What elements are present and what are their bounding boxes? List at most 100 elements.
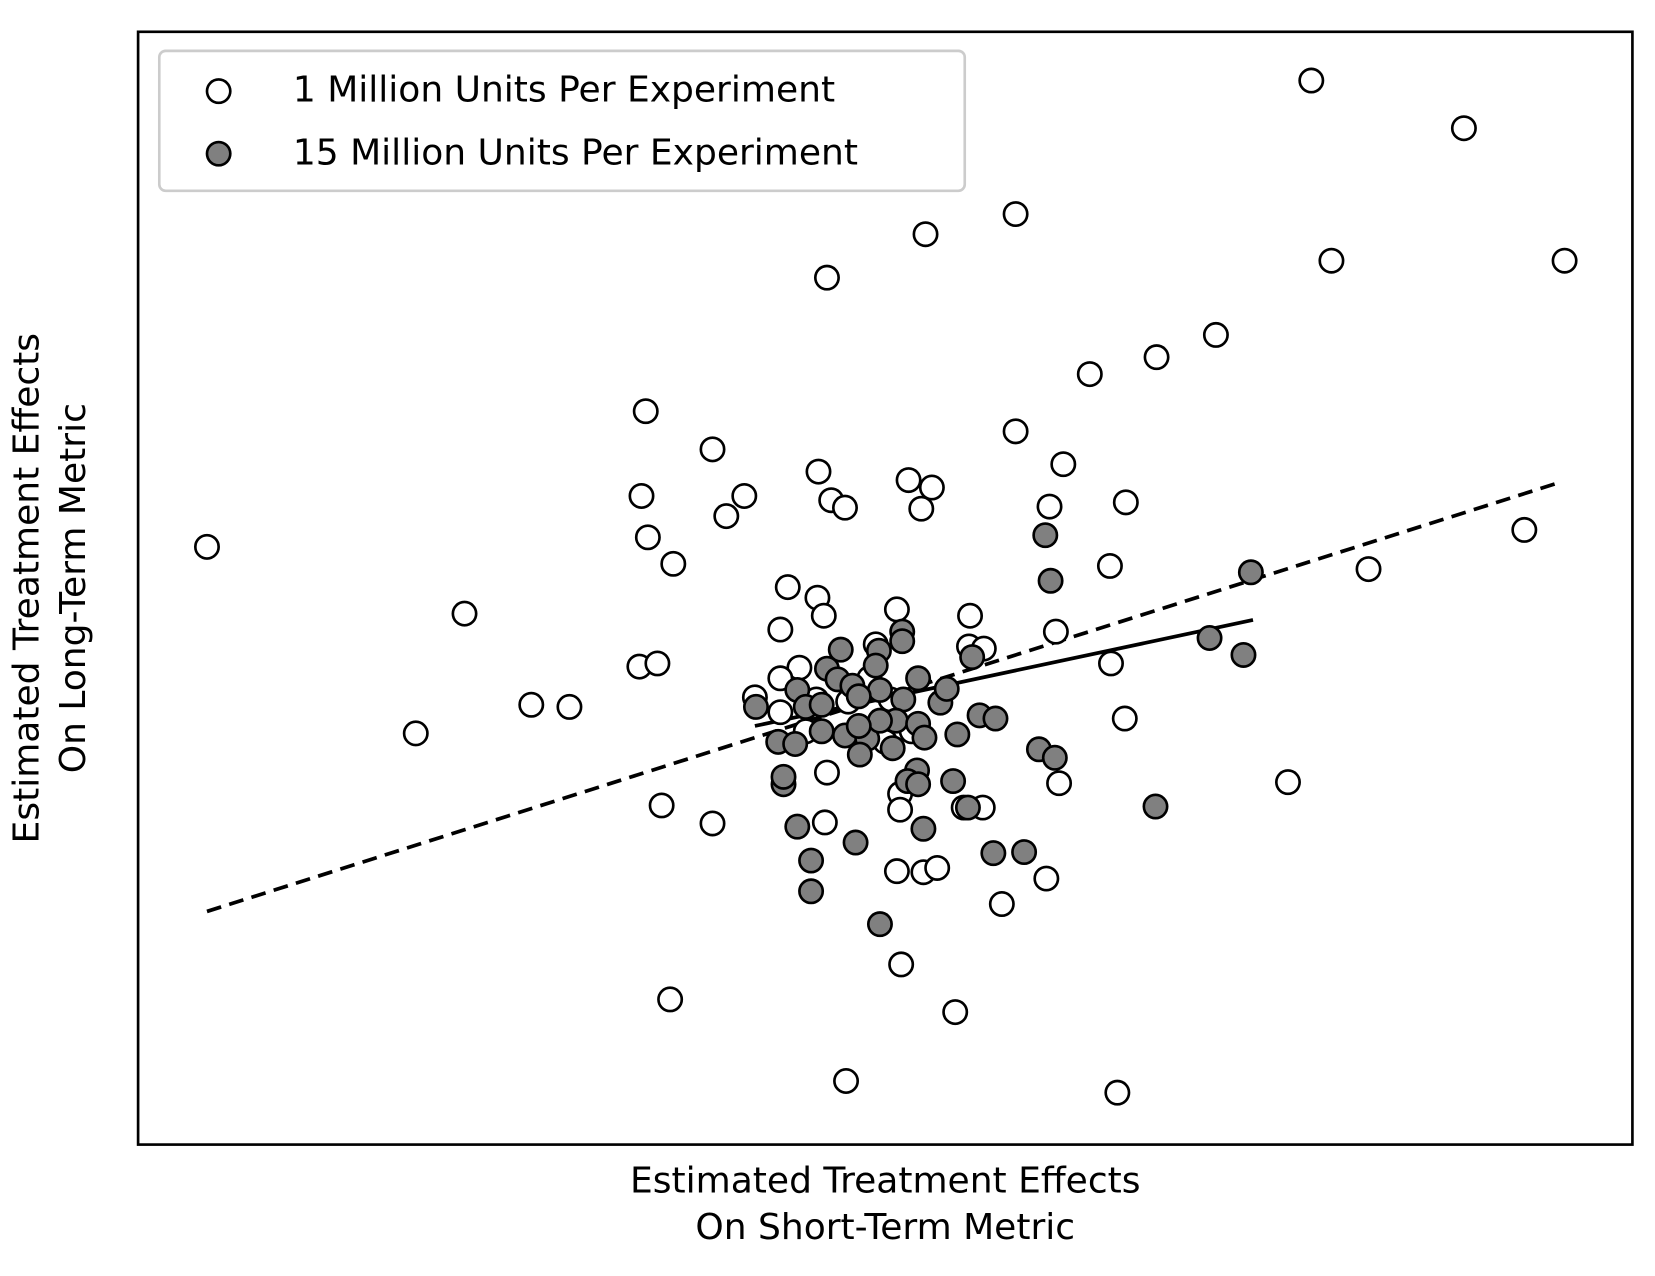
- point: [194, 533, 220, 560]
- plot-frame: [136, 30, 1634, 1146]
- point: [1230, 641, 1257, 668]
- point: [1318, 247, 1345, 274]
- point: [942, 999, 969, 1026]
- point: [1046, 770, 1073, 797]
- point: [911, 724, 938, 751]
- point: [774, 574, 801, 601]
- point: [842, 829, 869, 856]
- point: [1032, 522, 1059, 549]
- point: [644, 650, 671, 677]
- point: [713, 503, 740, 530]
- point: [813, 264, 840, 291]
- point: [988, 891, 1015, 917]
- point: [451, 600, 478, 627]
- legend-marker: [205, 78, 232, 105]
- point: [879, 735, 906, 762]
- point: [944, 721, 971, 748]
- point: [918, 474, 945, 501]
- point: [883, 858, 910, 885]
- label-line: On Long-Term Metric: [53, 403, 94, 773]
- point: [1002, 201, 1029, 228]
- point: [808, 691, 835, 718]
- label-line: Estimated Treatment Effects: [630, 1160, 1141, 1201]
- point: [980, 840, 1007, 867]
- point: [1143, 344, 1170, 371]
- point: [782, 730, 809, 757]
- point: [924, 854, 951, 881]
- point: [1098, 650, 1124, 677]
- point: [798, 878, 825, 905]
- point: [895, 467, 922, 494]
- point: [1050, 451, 1077, 478]
- point: [798, 847, 825, 874]
- point: [887, 796, 914, 823]
- point: [699, 436, 726, 463]
- points: [194, 67, 1578, 1106]
- point: [402, 720, 429, 747]
- x-axis-label: Estimated Treatment Effects On Short-Term…: [630, 1160, 1141, 1248]
- point: [883, 596, 910, 623]
- point: [1142, 793, 1169, 820]
- point: [1096, 552, 1123, 579]
- point: [833, 1068, 860, 1094]
- point: [628, 483, 655, 509]
- point: [912, 221, 939, 248]
- point: [827, 636, 854, 663]
- point: [813, 759, 840, 786]
- point: [862, 652, 889, 679]
- point: [889, 628, 916, 655]
- point: [1202, 321, 1229, 348]
- point: [556, 693, 583, 720]
- point: [1104, 1079, 1131, 1106]
- point: [657, 986, 684, 1013]
- point: [808, 718, 835, 745]
- point: [731, 483, 758, 509]
- point: [660, 550, 687, 577]
- point: [1511, 516, 1538, 543]
- point: [1196, 625, 1223, 651]
- point: [1275, 769, 1301, 796]
- point: [742, 693, 769, 720]
- y-axis-label: Estimated Treatment Effects On Long-Term …: [6, 333, 94, 844]
- point: [648, 792, 675, 819]
- point: [1111, 705, 1138, 732]
- point: [957, 602, 984, 629]
- label-line: Estimated Treatment Effects: [6, 333, 47, 844]
- point: [632, 398, 659, 425]
- point: [1298, 67, 1325, 94]
- point: [767, 616, 794, 643]
- point: [1002, 418, 1029, 445]
- point: [811, 809, 838, 836]
- point: [866, 707, 893, 734]
- point: [767, 699, 794, 726]
- point: [888, 951, 915, 978]
- point: [1033, 865, 1060, 892]
- point: [1355, 556, 1382, 583]
- point: [699, 810, 726, 837]
- point: [1551, 247, 1578, 274]
- point: [810, 602, 837, 629]
- point: [933, 675, 960, 702]
- point: [784, 813, 811, 840]
- point: [1036, 493, 1063, 520]
- legend-box: [157, 49, 967, 193]
- point: [908, 495, 935, 522]
- point: [954, 794, 981, 821]
- point: [982, 705, 1009, 732]
- point: [866, 911, 893, 938]
- label-line: On Short-Term Metric: [695, 1207, 1075, 1248]
- legend-label: 1 Million Units Per Experiment: [293, 70, 835, 111]
- point: [1450, 115, 1477, 142]
- point: [518, 691, 545, 718]
- point: [1041, 744, 1068, 771]
- point: [846, 741, 873, 768]
- point: [1011, 839, 1038, 866]
- point: [905, 665, 932, 692]
- point: [1076, 361, 1103, 388]
- legend: 1 Million Units Per Experiment 15 Million…: [157, 49, 967, 193]
- point: [866, 676, 893, 703]
- point: [890, 686, 917, 713]
- point: [1237, 559, 1264, 586]
- point: [905, 771, 932, 798]
